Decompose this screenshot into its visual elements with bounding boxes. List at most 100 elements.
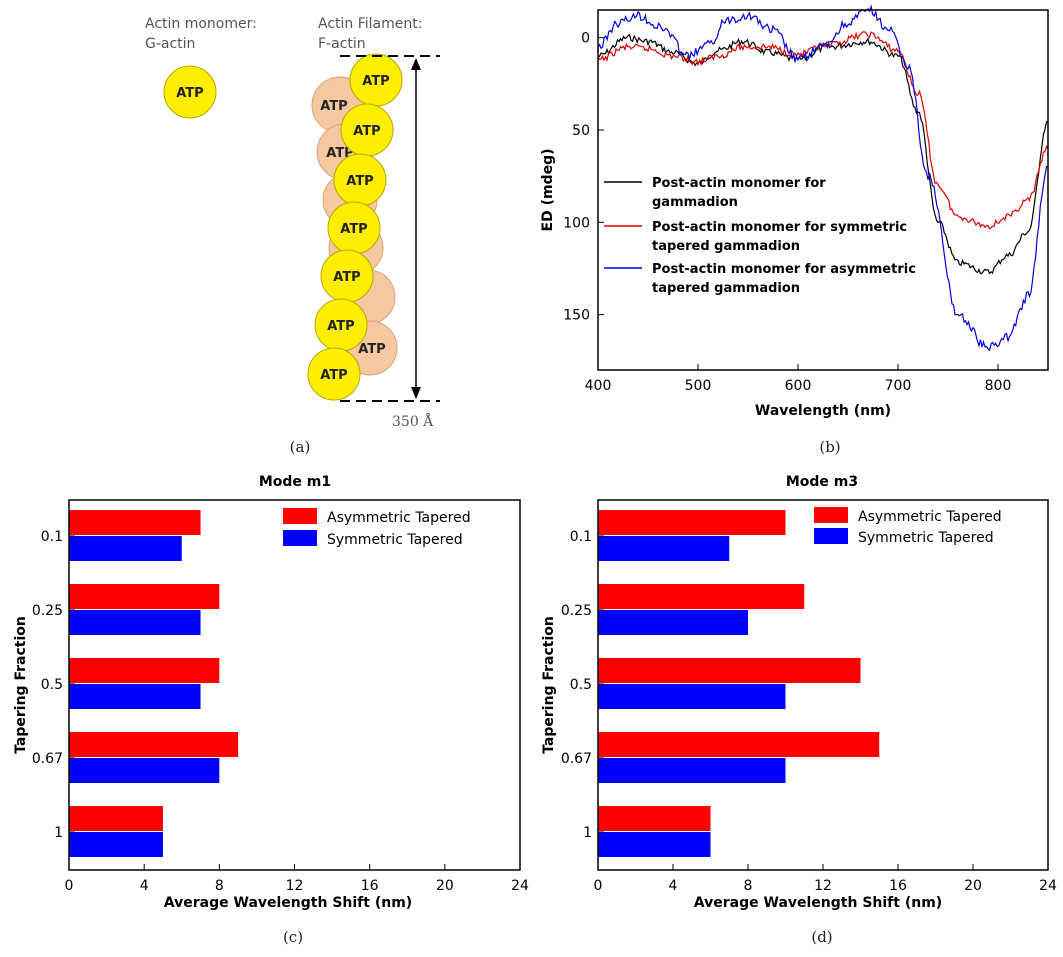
y-tick-label: 0.5 [570, 677, 592, 693]
x-tick-label: 20 [964, 878, 982, 894]
atp-yellow-subunit: ATP [327, 201, 381, 255]
monomer-title-line1: Actin monomer: [145, 16, 257, 32]
atp-label: ATP [320, 99, 347, 114]
x-tick-label: 400 [585, 378, 612, 394]
x-tick-label: 16 [361, 878, 379, 894]
legend-label: Post-actin monomer for [652, 176, 826, 191]
atp-label: ATP [346, 174, 373, 189]
series-line [597, 4, 1049, 352]
length-label: 350 Å [392, 412, 434, 430]
bar [598, 658, 861, 683]
y-axis-label: Tapering Fraction [541, 616, 557, 754]
atp-label: ATP [333, 270, 360, 285]
x-tick-label: 600 [785, 378, 812, 394]
panel-d-mode-m3-chart: Mode m3 0.1 0.25 0.5 0.67 1 0 4 8 12 16 20 24 Avera… [541, 474, 1057, 946]
bar [598, 536, 730, 561]
y-tick-label: 50 [572, 123, 590, 139]
bar [69, 806, 163, 831]
bar [69, 610, 201, 635]
bar [69, 536, 182, 561]
y-axis-label: ED (mdeg) [540, 149, 556, 232]
panel-a-actin-diagram: Actin monomer: G-actin Actin Filament: F… [145, 16, 440, 456]
atp-yellow-subunit: ATP [320, 249, 374, 303]
bar [69, 832, 163, 857]
legend-label: gammadion [652, 195, 738, 210]
ed-series-lines [597, 4, 1049, 352]
legend-swatch-red [283, 508, 317, 524]
atp-yellow-subunit: ATP [314, 298, 368, 352]
y-tick-label: 0.25 [32, 603, 63, 619]
atp-yellow-subunit: ATP [349, 53, 403, 107]
panel-c-label: (c) [283, 928, 303, 946]
x-tick-label: 24 [1039, 878, 1057, 894]
legend-label: Post-actin monomer for asymmetric [652, 262, 916, 277]
legend-label: tapered gammadion [652, 239, 800, 254]
bar [598, 832, 711, 857]
atp-yellow-subunit: ATP [333, 153, 387, 207]
legend-item: Post-actin monomer for symmetric tapered… [604, 220, 907, 254]
bar [598, 684, 786, 709]
legend-label: Symmetric Tapered [327, 532, 463, 548]
x-tick-label: 12 [814, 878, 832, 894]
axis-ticks: 0.1 0.25 0.5 0.67 1 0 4 8 12 16 20 24 [561, 529, 1057, 894]
panel-c-mode-m1-chart: Mode m1 0.1 0.25 0.5 0.67 1 0 4 8 12 16 20 24 Avera… [13, 474, 529, 946]
bar [598, 510, 786, 535]
atp-label: ATP [327, 319, 354, 334]
bar [598, 806, 711, 831]
x-axis-label: Average Wavelength Shift (nm) [164, 895, 412, 911]
bar [598, 758, 786, 783]
x-tick-label: 4 [140, 878, 149, 894]
x-axis-label: Wavelength (nm) [755, 403, 891, 419]
y-tick-label: 0.5 [41, 677, 63, 693]
x-tick-label: 800 [985, 378, 1012, 394]
y-tick-label: 150 [563, 308, 590, 324]
bar [69, 684, 201, 709]
atp-label: ATP [320, 368, 347, 383]
x-tick-label: 12 [286, 878, 304, 894]
axis-ticks: 0.1 0.25 0.5 0.67 1 0 4 8 12 16 20 24 [32, 529, 529, 894]
atp-label: ATP [353, 124, 380, 139]
x-tick-label: 8 [215, 878, 224, 894]
atp-yellow-subunit: ATP [307, 347, 361, 401]
y-tick-label: 0.67 [32, 751, 63, 767]
bars [69, 510, 239, 857]
legend-swatch-red [814, 507, 848, 523]
legend-label: Asymmetric Tapered [327, 510, 471, 526]
legend-label: Symmetric Tapered [858, 530, 994, 546]
y-tick-label: 1 [583, 825, 592, 841]
y-tick-label: 1 [54, 825, 63, 841]
y-tick-label: 100 [563, 215, 590, 231]
panel-b-ed-chart: 400 500 600 700 800 0 50 100 150 Wavelength (nm)… [540, 4, 1049, 456]
panel-a-label: (a) [290, 438, 311, 456]
f-actin-filament: ATP ATP ATP ATP ATP [307, 53, 403, 401]
x-tick-label: 20 [436, 878, 454, 894]
bar [598, 584, 805, 609]
x-axis-label: Average Wavelength Shift (nm) [694, 895, 942, 911]
filament-title-line1: Actin Filament: [318, 16, 422, 32]
bar [69, 758, 220, 783]
atp-label: ATP [176, 86, 203, 101]
x-tick-label: 0 [65, 878, 74, 894]
x-tick-label: 24 [511, 878, 529, 894]
atp-label: ATP [340, 222, 367, 237]
x-tick-label: 8 [744, 878, 753, 894]
x-tick-label: 700 [885, 378, 912, 394]
plot-frame [597, 9, 1049, 371]
y-tick-label: 0.1 [41, 529, 63, 545]
length-indicator: 350 Å [340, 55, 440, 430]
legend-label: tapered gammadion [652, 281, 800, 296]
chart-title: Mode m3 [786, 474, 858, 490]
atp-label: ATP [358, 342, 385, 357]
bar [69, 584, 220, 609]
bar [598, 732, 880, 757]
bar [69, 658, 220, 683]
legend-swatch-blue [814, 528, 848, 544]
monomer-title-line2: G-actin [145, 36, 195, 52]
panel-b-label: (b) [819, 438, 840, 456]
legend-item: Post-actin monomer for asymmetric tapere… [604, 262, 916, 296]
legend: Asymmetric Tapered Symmetric Tapered [283, 508, 471, 548]
x-tick-label: 4 [669, 878, 678, 894]
legend-item: Post-actin monomer for gammadion [604, 176, 826, 210]
legend: Post-actin monomer for gammadion Post-ac… [604, 176, 916, 296]
